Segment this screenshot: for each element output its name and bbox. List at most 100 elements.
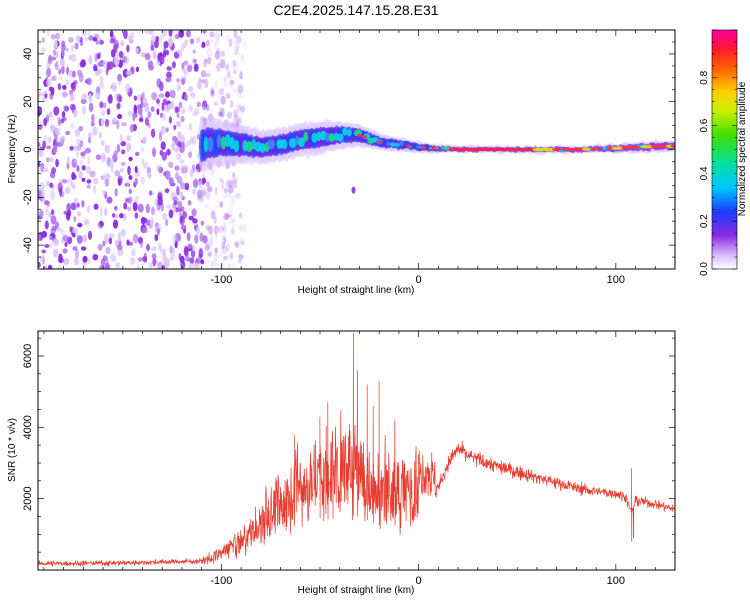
noise-blob	[48, 136, 52, 144]
noise-blob	[66, 155, 70, 166]
noise-blob	[46, 201, 51, 208]
noise-blob	[49, 156, 54, 163]
noise-blob	[62, 84, 67, 90]
noise-blob	[169, 245, 173, 254]
noise-blob	[65, 47, 69, 52]
noise-cloud	[38, 30, 248, 269]
noise-blob	[91, 113, 95, 124]
noise-blob	[214, 247, 218, 253]
noise-blob	[186, 140, 192, 147]
noise-blob	[181, 107, 186, 115]
noise-blob	[146, 243, 150, 251]
spectrogram-y-axis-label: Frequency (Hz)	[7, 115, 18, 184]
noise-blob	[124, 83, 131, 93]
snr-ticks: -100 0 100 2000 4000 6000	[22, 331, 676, 587]
noise-blob	[55, 158, 59, 168]
noise-blob	[95, 39, 99, 45]
y-tick-label: -20	[22, 189, 34, 205]
noise-blob	[231, 219, 235, 228]
noise-blob	[50, 215, 57, 225]
noise-blob	[73, 109, 78, 118]
noise-blob	[195, 37, 201, 43]
noise-blob	[82, 234, 87, 243]
noise-blob	[148, 64, 154, 71]
ridge-spot	[416, 145, 422, 149]
noise-blob	[63, 105, 70, 112]
noise-blob	[158, 35, 163, 43]
noise-blob	[51, 75, 57, 82]
noise-blob	[134, 177, 138, 185]
noise-blob	[207, 54, 213, 61]
ridge-spot	[203, 136, 209, 153]
noise-blob	[172, 207, 177, 213]
noise-blob	[133, 95, 138, 101]
noise-blob	[92, 37, 98, 42]
noise-blob	[127, 110, 133, 117]
noise-blob	[128, 175, 133, 180]
noise-blob	[243, 41, 247, 49]
noise-blob	[169, 254, 173, 262]
noise-blob	[178, 211, 182, 217]
noise-blob	[62, 248, 68, 254]
noise-blob	[187, 243, 193, 250]
noise-blob	[134, 195, 139, 204]
noise-blob	[207, 251, 212, 257]
noise-blob	[142, 161, 149, 169]
noise-blob	[176, 82, 181, 92]
noise-blob	[105, 246, 111, 255]
spectrogram-ticks: -100 0 100 -40 -20 0 20 40	[22, 29, 676, 286]
noise-blob	[116, 144, 121, 153]
noise-blob	[106, 174, 111, 180]
noise-blob	[223, 187, 229, 194]
noise-blob	[212, 258, 219, 268]
noise-blob	[154, 234, 159, 242]
noise-blob	[45, 157, 50, 163]
noise-blob	[200, 79, 206, 84]
noise-blob	[125, 70, 132, 76]
noise-blob	[229, 218, 236, 223]
ridge-spot	[386, 141, 391, 147]
noise-blob	[225, 243, 230, 252]
noise-blob	[78, 170, 83, 179]
noise-blob	[51, 209, 55, 216]
noise-blob	[210, 86, 215, 94]
noise-blob	[198, 248, 204, 258]
snr-panel: -100 0 100 2000 4000 6000 Height of straight …	[7, 330, 676, 596]
noise-blob	[80, 98, 87, 104]
noise-blob	[178, 49, 183, 58]
noise-blob	[115, 214, 119, 219]
noise-blob	[81, 93, 88, 100]
noise-blob	[113, 150, 118, 157]
noise-blob	[56, 116, 60, 121]
noise-blob	[135, 66, 140, 73]
spectrogram-x-axis-label: Height of straight line (km)	[298, 285, 415, 296]
noise-blob	[195, 225, 201, 235]
noise-blob	[45, 206, 49, 216]
noise-blob	[233, 61, 239, 72]
noise-blob	[176, 112, 180, 119]
snr-y-axis-label: SNR (10 * v/v)	[7, 418, 18, 482]
noise-blob	[104, 144, 110, 154]
noise-blob	[233, 88, 237, 93]
ridge-spot	[288, 138, 297, 148]
colorbar-tick-label: 0.2	[699, 214, 710, 228]
noise-blob	[106, 108, 111, 116]
noise-blob	[233, 114, 239, 124]
noise-blob	[119, 167, 124, 173]
noise-blob	[239, 237, 244, 245]
ridge-spot	[224, 134, 231, 148]
noise-blob	[88, 136, 91, 144]
noise-blob	[236, 117, 242, 126]
noise-blob	[95, 92, 100, 100]
figure-title: C2E4.2025.147.15.28.E31	[273, 2, 438, 18]
noise-blob	[46, 180, 50, 187]
noise-blob	[66, 209, 72, 217]
noise-blob	[128, 188, 132, 194]
noise-blob	[49, 124, 56, 132]
noise-blob	[213, 40, 218, 49]
noise-blob	[187, 200, 192, 206]
noise-blob	[216, 63, 221, 72]
noise-blob	[99, 101, 104, 109]
noise-blob	[58, 68, 62, 75]
noise-blob	[43, 264, 48, 269]
